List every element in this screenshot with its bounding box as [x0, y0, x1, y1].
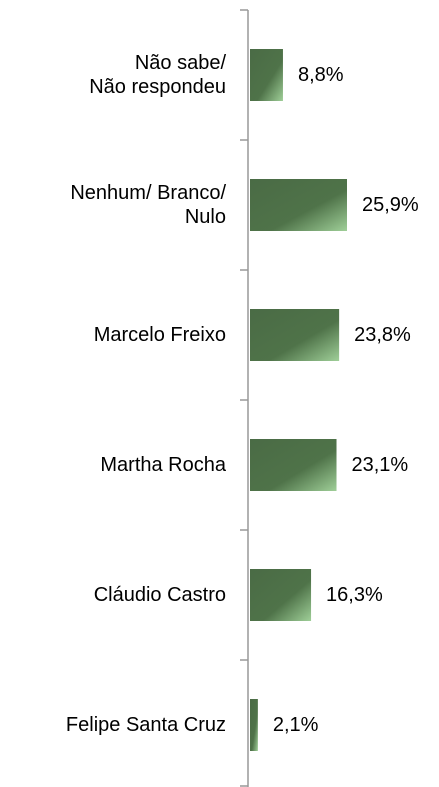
value-label: 25,9% — [362, 194, 419, 216]
value-label: 23,1% — [351, 454, 409, 476]
category-label: Martha Rocha — [100, 454, 226, 476]
category-label: Felipe Santa Cruz — [65, 714, 226, 736]
value-label: 23,8% — [354, 324, 411, 346]
value-label: 16,3% — [326, 584, 383, 606]
bar — [250, 49, 283, 101]
category-label: Não sabe/ Não respondeu — [89, 52, 226, 98]
bar — [250, 179, 347, 231]
bar — [250, 309, 340, 361]
category-label: Marcelo Freixo — [93, 324, 226, 346]
value-label: 2,1% — [272, 714, 319, 736]
category-label: Cláudio Castro — [93, 584, 226, 606]
value-label: 8,8% — [297, 64, 344, 86]
bar — [250, 569, 312, 621]
category-label: Nenhum/ Branco/ Nulo — [70, 182, 226, 228]
bar — [250, 439, 337, 491]
bar — [250, 699, 258, 751]
